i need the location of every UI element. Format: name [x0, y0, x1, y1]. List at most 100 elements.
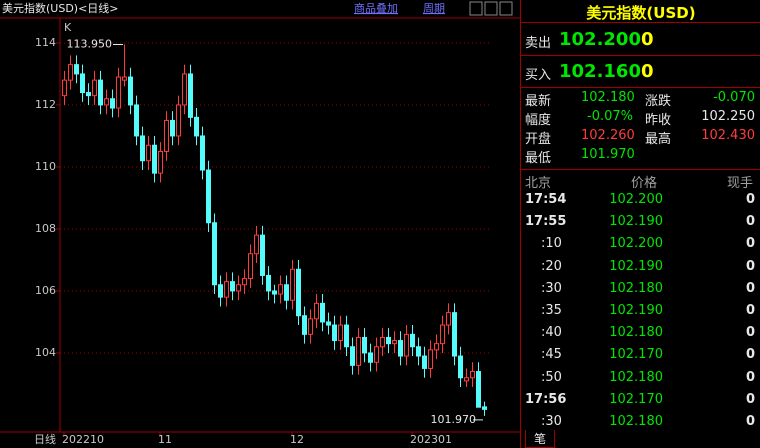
sell-label: 卖出 [525, 36, 552, 51]
tick-price: 102.170 [609, 347, 663, 363]
tick-price: 102.190 [609, 258, 663, 274]
candle-body [338, 324, 343, 342]
stat-label: 涨跌 [645, 94, 672, 109]
tick-volume: 0 [745, 192, 755, 207]
candle-body [458, 355, 463, 379]
tick-time: :50 [541, 369, 562, 385]
tick-volume: 0 [745, 391, 755, 407]
candle-body [248, 253, 253, 280]
candle-body [302, 315, 307, 335]
tick-time: :35 [541, 303, 562, 318]
y-tick-label: 110 [35, 160, 56, 173]
candle-body [320, 302, 325, 323]
candle-body [206, 169, 211, 224]
toolbar-title: 美元指数(USD)<日线> [2, 1, 119, 15]
candle-body [356, 336, 361, 366]
sell-qty: 0 [641, 29, 654, 50]
tick-header: 价格 [631, 176, 658, 191]
tick-price: 102.200 [609, 192, 663, 207]
candle-body [116, 76, 121, 109]
tick-price: 102.180 [609, 369, 663, 385]
x-tick-label: 12 [290, 433, 304, 446]
tick-time: 17:56 [525, 391, 567, 407]
stat-label: 开盘 [525, 132, 552, 147]
toolbar [0, 0, 520, 18]
tick-price: 102.180 [609, 280, 663, 296]
tick-volume: 0 [745, 280, 755, 296]
candle-body [398, 340, 403, 357]
candle-body [230, 281, 235, 292]
stat-value: 102.260 [581, 128, 635, 143]
nav-zoom[interactable] [499, 1, 513, 16]
tick-volume: 0 [745, 347, 755, 363]
tick-time: :30 [541, 414, 562, 429]
stat-value: -0.07% [587, 109, 633, 124]
buy-label: 买入 [525, 68, 552, 83]
candle-body [62, 79, 67, 97]
tick-volume: 0 [745, 369, 755, 385]
tick-volume: 0 [745, 258, 755, 274]
tick-volume: 0 [745, 325, 755, 341]
tick-time: 17:54 [525, 192, 567, 207]
tick-price: 102.180 [609, 325, 663, 341]
corner-label: K [64, 21, 72, 34]
candle-body [440, 324, 445, 345]
period-label: 日线 [34, 432, 56, 446]
chart: 美元指数(USD)<日线> 商品叠加 周期 K 日线 104 106 108 110 1… [0, 0, 520, 446]
y-tick-label: 108 [35, 222, 56, 235]
candle-body [170, 119, 175, 137]
buy-price: 102.160 [559, 61, 641, 82]
tick-price: 102.180 [609, 414, 663, 429]
candle-body [482, 406, 487, 410]
y-tick-label: 114 [35, 36, 56, 49]
sell-price: 102.200 [559, 29, 641, 50]
candle-body [68, 64, 73, 81]
candle-body [416, 346, 421, 357]
sep [521, 87, 760, 88]
candle-body [332, 324, 337, 342]
candle-body [236, 284, 241, 292]
stat-value: 102.430 [701, 128, 755, 143]
candle-body [314, 302, 319, 320]
tab[interactable]: 笔 [525, 430, 555, 448]
annotation: 101.970 [431, 413, 477, 426]
stat-value: 102.180 [581, 90, 635, 105]
tick-volume: 0 [745, 236, 755, 252]
tick-time: :20 [541, 258, 562, 274]
candle-body [392, 340, 397, 345]
tick-time: 17:55 [525, 214, 567, 230]
y-tick-label: 112 [35, 98, 56, 111]
candle-body [200, 135, 205, 171]
candle-body [260, 234, 265, 276]
x-tick-label: 202210 [62, 433, 104, 446]
stat-value: 102.250 [701, 109, 755, 124]
nav-left[interactable] [469, 1, 483, 16]
sep [521, 169, 760, 170]
sep [521, 22, 760, 23]
candle-body [422, 355, 427, 369]
tick-time: :40 [541, 325, 562, 341]
candle-body [470, 371, 475, 379]
candle-body [194, 116, 199, 137]
candle-body [446, 312, 451, 326]
candle-body [296, 268, 301, 317]
stat-value: 101.970 [581, 147, 635, 162]
tick-time: :45 [541, 347, 562, 363]
candle-body [410, 333, 415, 348]
candle-body [428, 349, 433, 369]
candle-body [176, 104, 181, 137]
stat-label: 幅度 [525, 113, 552, 128]
overlay-link[interactable]: 商品叠加 [354, 1, 398, 15]
candle-body [152, 144, 157, 174]
candle-body [386, 336, 391, 345]
tick-volume: 0 [745, 214, 755, 230]
candle-body [242, 278, 247, 286]
candle-body [74, 64, 79, 75]
candle-body [350, 346, 355, 366]
candle-body [326, 321, 331, 326]
nav-right[interactable] [484, 1, 498, 16]
candle-body [92, 79, 97, 97]
quote-panel: 美元指数(USD) 卖出 102.200 0 买入 102.160 0 最新 10… [520, 0, 760, 448]
period-link[interactable]: 周期 [423, 2, 445, 15]
